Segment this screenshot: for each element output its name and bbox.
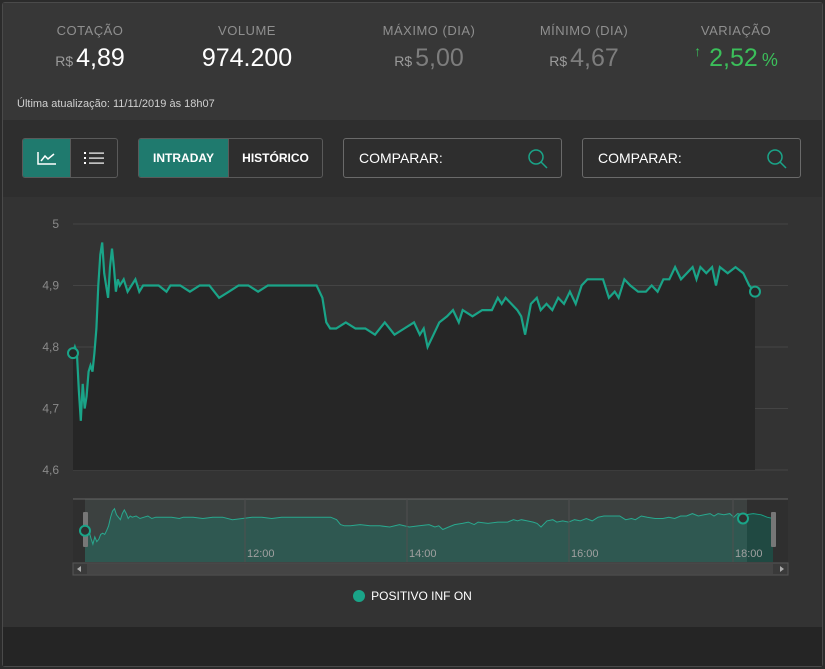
maximo-stat: MÁXIMO (DIA) R$ 5,00 <box>354 23 504 73</box>
cotacao-label: COTAÇÃO <box>56 23 124 38</box>
y-tick-label: 4,7 <box>42 402 59 416</box>
maximo-number: 5,00 <box>415 44 464 72</box>
arrow-up-icon: ↑ <box>694 43 702 59</box>
chart-view-button[interactable] <box>23 139 70 177</box>
scroll-right-icon[interactable] <box>780 566 784 572</box>
cotacao-value: R$ 4,89 <box>15 44 165 73</box>
navigator-start-marker <box>79 524 91 537</box>
chart-area: 4,6 4,7 4,8 4,9 5 12:00 14:00 16:00 18:00 <box>3 197 822 627</box>
intraday-button[interactable]: INTRADAY <box>139 139 229 177</box>
price-chart[interactable]: 4,6 4,7 4,8 4,9 5 12:00 14:00 16:00 18:00 <box>3 197 822 627</box>
variacao-label: VARIAÇÃO <box>700 23 772 38</box>
volume-value: 974.200 <box>201 44 293 72</box>
view-toggle <box>22 138 118 178</box>
navigator-end-marker <box>737 512 749 525</box>
x-tick-label: 18:00 <box>735 548 763 560</box>
y-tick-label: 4,6 <box>42 463 59 477</box>
navigator-line <box>84 507 774 546</box>
minimo-currency: R$ <box>549 53 568 69</box>
chart-toolbar: INTRADAY HISTÓRICO COMPARAR: COMPARAR: <box>3 120 822 197</box>
variacao-value: ↑ 2,52% <box>661 43 811 73</box>
variacao-stat: VARIAÇÃO ↑ 2,52% <box>661 23 811 73</box>
period-toggle: INTRADAY HISTÓRICO <box>138 138 323 178</box>
volume-stat: VOLUME 974.200 <box>172 23 322 73</box>
minimo-label: MÍNIMO (DIA) <box>539 23 629 38</box>
y-tick-label: 4,9 <box>42 279 59 293</box>
volume-label: VOLUME <box>218 23 276 38</box>
x-tick-label: 16:00 <box>571 548 599 560</box>
y-tick-label: 4,8 <box>42 340 59 354</box>
maximo-value: R$ 5,00 <box>354 44 504 73</box>
variacao-number: 2,52 <box>709 44 758 72</box>
scroll-left-icon[interactable] <box>77 566 81 572</box>
compare-field-1[interactable]: COMPARAR: <box>343 138 562 178</box>
price-area <box>73 242 755 470</box>
navigator-area <box>85 508 773 562</box>
x-tick-label: 14:00 <box>409 548 437 560</box>
minimo-value: R$ 4,67 <box>509 44 659 73</box>
variacao-unit: % <box>761 50 778 70</box>
cotacao-currency: R$ <box>55 53 74 69</box>
cotacao-number: 4,89 <box>76 44 125 72</box>
last-update-text: Última atualização: 11/11/2019 às 18h07 <box>17 98 215 110</box>
maximo-currency: R$ <box>394 53 413 69</box>
search-icon[interactable] <box>527 148 549 170</box>
list-icon <box>84 152 104 164</box>
x-tick-label: 12:00 <box>247 548 275 560</box>
scrollbar-thumb[interactable] <box>87 564 773 574</box>
footer-bar <box>3 627 822 666</box>
cotacao-stat: COTAÇÃO R$ 4,89 <box>15 23 165 73</box>
legend-dot <box>353 590 366 602</box>
quote-header: COTAÇÃO R$ 4,89 VOLUME 974.200 MÁXIMO (DI… <box>3 3 822 120</box>
y-tick-label: 5 <box>52 217 59 231</box>
historico-button[interactable]: HISTÓRICO <box>228 139 322 177</box>
compare-field-2[interactable]: COMPARAR: <box>582 138 801 178</box>
chart-legend[interactable]: POSITIVO INF ON <box>3 589 822 603</box>
compare-field-2-label: COMPARAR: <box>598 150 682 166</box>
minimo-stat: MÍNIMO (DIA) R$ 4,67 <box>509 23 659 73</box>
navigator-right-handle[interactable] <box>771 512 776 547</box>
start-marker <box>67 347 79 360</box>
minimo-number: 4,67 <box>570 44 619 72</box>
end-marker <box>749 285 761 298</box>
compare-field-1-label: COMPARAR: <box>359 150 443 166</box>
list-view-button[interactable] <box>70 139 117 177</box>
navigator-window[interactable] <box>85 499 747 562</box>
chart-icon <box>36 152 56 165</box>
price-line <box>71 242 756 421</box>
maximo-label: MÁXIMO (DIA) <box>382 23 476 38</box>
legend-label: POSITIVO INF ON <box>371 589 472 603</box>
search-icon[interactable] <box>766 148 788 170</box>
